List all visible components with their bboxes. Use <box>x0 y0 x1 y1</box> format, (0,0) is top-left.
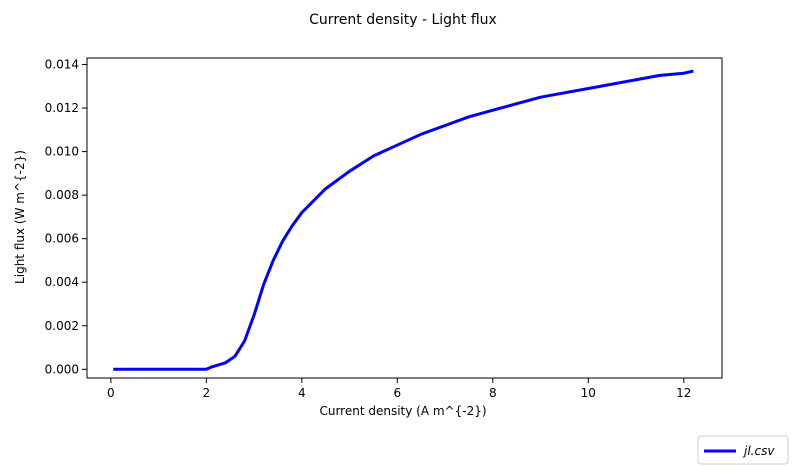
x-tick-label: 6 <box>394 386 402 400</box>
series-line-jl-csv <box>113 69 694 371</box>
y-tick-label: 0.002 <box>45 319 79 333</box>
y-tick-label: 0.014 <box>45 58 79 72</box>
legend-label-jl-csv: jl.csv <box>742 444 775 458</box>
x-tick-label: 2 <box>203 386 211 400</box>
legend-box <box>697 435 789 465</box>
y-tick-label: 0.006 <box>45 232 79 246</box>
y-axis-label: Light flux (W m^{-2}) <box>13 150 27 284</box>
chart-title: Current density - Light flux <box>309 12 497 28</box>
x-axis-ticks: 0 2 4 6 8 10 12 <box>107 378 691 400</box>
y-tick-label: 0.008 <box>45 188 79 202</box>
y-axis-ticks: 0.000 0.002 0.004 0.006 0.008 0.010 0.012 0.014 <box>45 58 87 376</box>
y-tick-label: 0.010 <box>45 145 79 159</box>
y-tick-label: 0.012 <box>45 101 79 115</box>
y-tick-label: 0.000 <box>45 362 79 376</box>
x-tick-label: 12 <box>676 386 691 400</box>
x-tick-label: 0 <box>107 386 115 400</box>
y-tick-label: 0.004 <box>45 275 79 289</box>
x-tick-label: 4 <box>298 386 306 400</box>
x-tick-label: 8 <box>489 386 497 400</box>
series-layer <box>113 69 694 371</box>
legend: jl.csv <box>697 435 789 465</box>
plot-area-frame <box>86 57 723 379</box>
x-axis-label: Current density (A m^{-2}) <box>319 404 486 418</box>
x-tick-label: 10 <box>581 386 596 400</box>
